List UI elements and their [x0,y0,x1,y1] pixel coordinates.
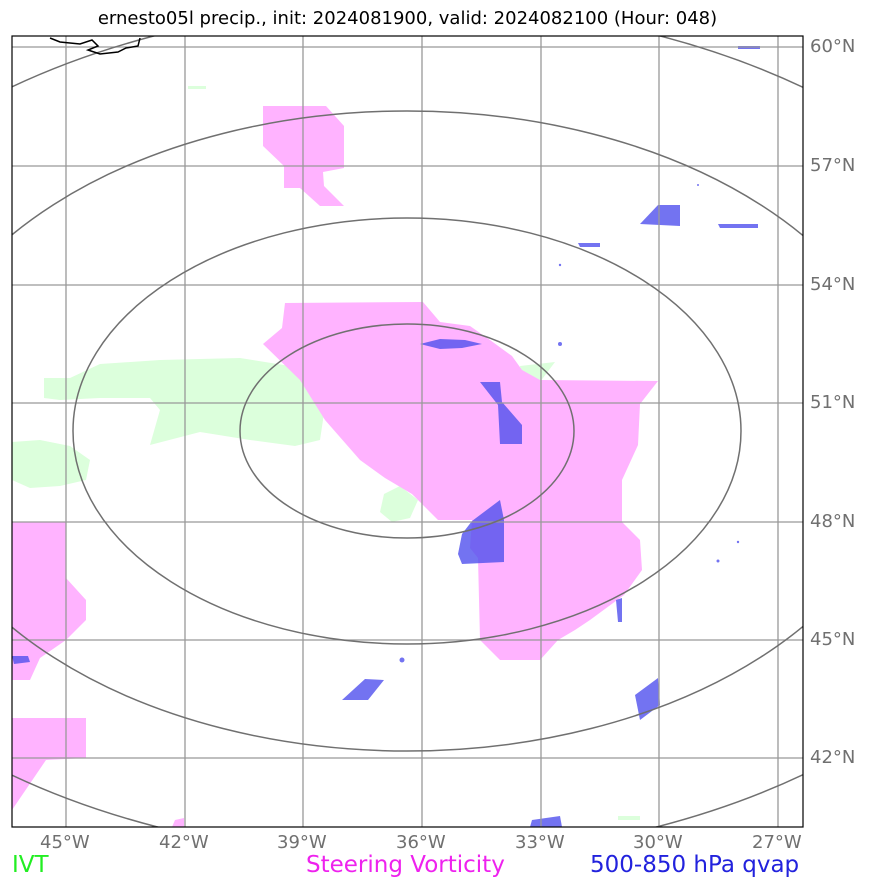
lon-tick-label: 39°W [277,832,327,853]
qvap-dot-3 [716,559,720,563]
lon-tick-label: 30°W [633,832,683,853]
range-ring-3 [12,110,803,752]
lon-tick-label: 42°W [159,832,209,853]
lat-tick-label: 45°N [810,629,856,650]
ivt-patch-bottom [618,816,640,820]
range-ring-1 [239,323,575,539]
qvap-blob-east [616,598,622,622]
qvap-dot-4 [736,540,740,544]
qvap-blob-se [635,678,660,720]
lat-tick-label: 48°N [810,511,856,532]
qvap-blob-central-north [420,339,482,349]
qvap-blob-sw [342,679,384,700]
map-frame [11,35,804,828]
ivt-patch-west [12,440,90,488]
ivt-patch-north [188,86,206,89]
lat-tick-label: 54°N [810,274,856,295]
qvap-dot-5 [558,263,562,267]
lon-tick-label: 27°W [752,832,802,853]
range-ring-2 [72,217,742,645]
vorticity-patch-central [263,302,658,660]
ivt-patch-south [380,486,418,522]
lat-tick-label: 57°N [810,155,856,176]
lat-tick-label: 60°N [810,36,856,57]
qvap-streak-ne [718,224,758,228]
map-title: ernesto05l precip., init: 2024081900, va… [97,8,718,29]
lon-tick-label: 33°W [515,832,565,853]
qvap-blob-ne [640,205,680,226]
qvap-blob-bottom [530,816,562,827]
qvap-blob-west-edge [12,656,30,664]
lon-tick-label: 45°W [40,832,90,853]
lat-tick-label: 51°N [810,392,856,413]
legend-qvap: 500-850 hPa qvap [590,852,800,878]
qvap-blob-south-center [458,500,504,564]
qvap-blob-center-east [480,382,522,444]
legend-steering-vorticity: Steering Vorticity [306,852,505,878]
vorticity-patch-southwest [12,718,86,810]
coastline [49,37,141,55]
vorticity-layer [12,106,658,827]
legend-ivt: IVT [12,852,49,878]
qvap-layer [12,46,760,827]
qvap-streak-mid [578,243,600,247]
lat-tick-label: 42°N [810,747,856,768]
qvap-dot-1 [399,657,405,663]
range-rings [12,36,803,827]
qvap-dot-6 [697,184,699,186]
qvap-dot-2 [558,342,562,346]
lon-tick-label: 36°W [396,832,446,853]
vorticity-patch-bottom [172,818,184,827]
gridlines [12,36,803,827]
